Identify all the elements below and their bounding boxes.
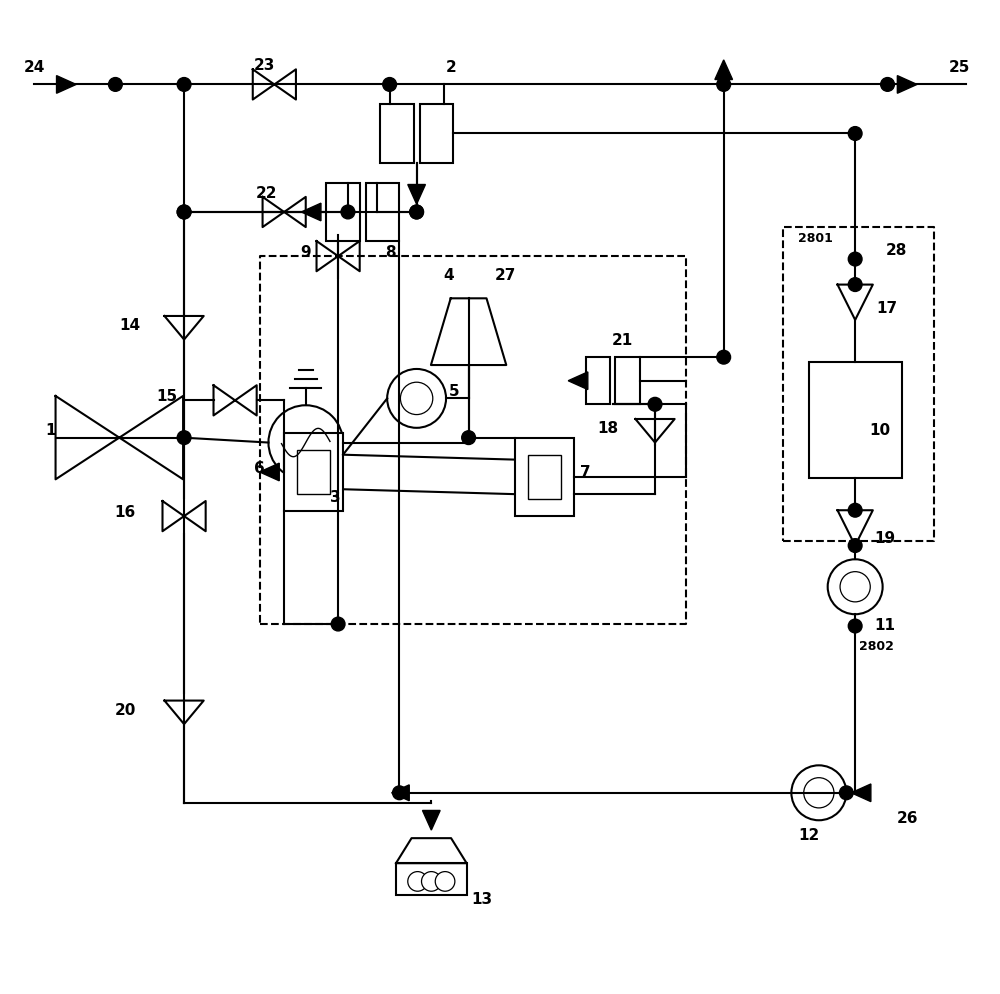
Circle shape — [109, 79, 122, 92]
Bar — [297, 450, 330, 494]
Circle shape — [435, 872, 455, 892]
Circle shape — [400, 383, 433, 415]
Polygon shape — [57, 77, 76, 94]
Circle shape — [848, 252, 862, 266]
Circle shape — [410, 206, 423, 220]
Polygon shape — [301, 204, 321, 222]
Text: 19: 19 — [874, 531, 895, 546]
Circle shape — [804, 778, 834, 808]
Circle shape — [341, 206, 355, 220]
Polygon shape — [422, 811, 440, 830]
Text: 26: 26 — [896, 810, 918, 825]
Circle shape — [408, 872, 427, 892]
Circle shape — [462, 431, 475, 445]
Bar — [366, 183, 399, 243]
Circle shape — [177, 431, 191, 445]
Circle shape — [422, 872, 441, 892]
Polygon shape — [715, 61, 733, 81]
Circle shape — [717, 79, 731, 92]
Circle shape — [177, 206, 191, 220]
Polygon shape — [260, 463, 279, 481]
Circle shape — [387, 370, 446, 428]
Text: 8: 8 — [385, 245, 395, 259]
Bar — [809, 363, 902, 478]
Bar — [420, 105, 453, 164]
Polygon shape — [408, 185, 425, 205]
Circle shape — [848, 539, 862, 553]
Text: 14: 14 — [120, 318, 141, 333]
Bar — [515, 438, 574, 517]
Bar — [326, 183, 360, 243]
Text: 20: 20 — [115, 702, 136, 718]
Circle shape — [840, 573, 870, 602]
Circle shape — [648, 398, 662, 412]
Bar — [284, 433, 343, 512]
Text: 27: 27 — [495, 268, 517, 283]
Text: 16: 16 — [115, 504, 136, 519]
Text: 2801: 2801 — [798, 232, 833, 245]
Text: 7: 7 — [580, 465, 591, 480]
Text: 2802: 2802 — [859, 639, 894, 652]
Bar — [528, 455, 561, 499]
Text: 6: 6 — [254, 460, 265, 475]
Circle shape — [848, 619, 862, 633]
Text: 1: 1 — [45, 422, 56, 437]
Polygon shape — [897, 77, 917, 94]
Circle shape — [393, 786, 406, 800]
Polygon shape — [392, 785, 409, 801]
Circle shape — [331, 617, 345, 631]
Circle shape — [717, 351, 731, 365]
Bar — [615, 358, 640, 405]
Text: 23: 23 — [254, 59, 275, 74]
Circle shape — [791, 765, 846, 820]
Circle shape — [848, 127, 862, 141]
Text: 12: 12 — [798, 827, 820, 842]
Bar — [586, 358, 610, 405]
Text: 10: 10 — [869, 422, 890, 437]
Circle shape — [177, 206, 191, 220]
Text: 18: 18 — [597, 420, 618, 436]
Polygon shape — [851, 784, 871, 802]
Text: 22: 22 — [256, 186, 277, 201]
Text: 3: 3 — [330, 489, 340, 505]
Circle shape — [410, 206, 423, 220]
Circle shape — [268, 406, 343, 480]
Bar — [396, 864, 467, 896]
Circle shape — [828, 560, 883, 614]
Text: 25: 25 — [948, 61, 970, 76]
Text: 9: 9 — [300, 245, 311, 259]
Text: 17: 17 — [876, 300, 897, 315]
Circle shape — [848, 278, 862, 292]
Text: 5: 5 — [449, 384, 459, 399]
Text: 13: 13 — [472, 892, 493, 907]
Circle shape — [848, 504, 862, 518]
Text: 28: 28 — [886, 243, 907, 257]
Circle shape — [177, 79, 191, 92]
Text: 11: 11 — [874, 617, 895, 632]
Text: 4: 4 — [444, 268, 454, 283]
Polygon shape — [568, 373, 588, 391]
Text: 2: 2 — [446, 61, 456, 76]
Text: 24: 24 — [23, 61, 45, 76]
Text: 15: 15 — [156, 389, 177, 404]
Bar — [380, 105, 414, 164]
Text: 21: 21 — [612, 333, 633, 348]
Circle shape — [839, 786, 853, 800]
Circle shape — [881, 79, 894, 92]
Circle shape — [383, 79, 396, 92]
